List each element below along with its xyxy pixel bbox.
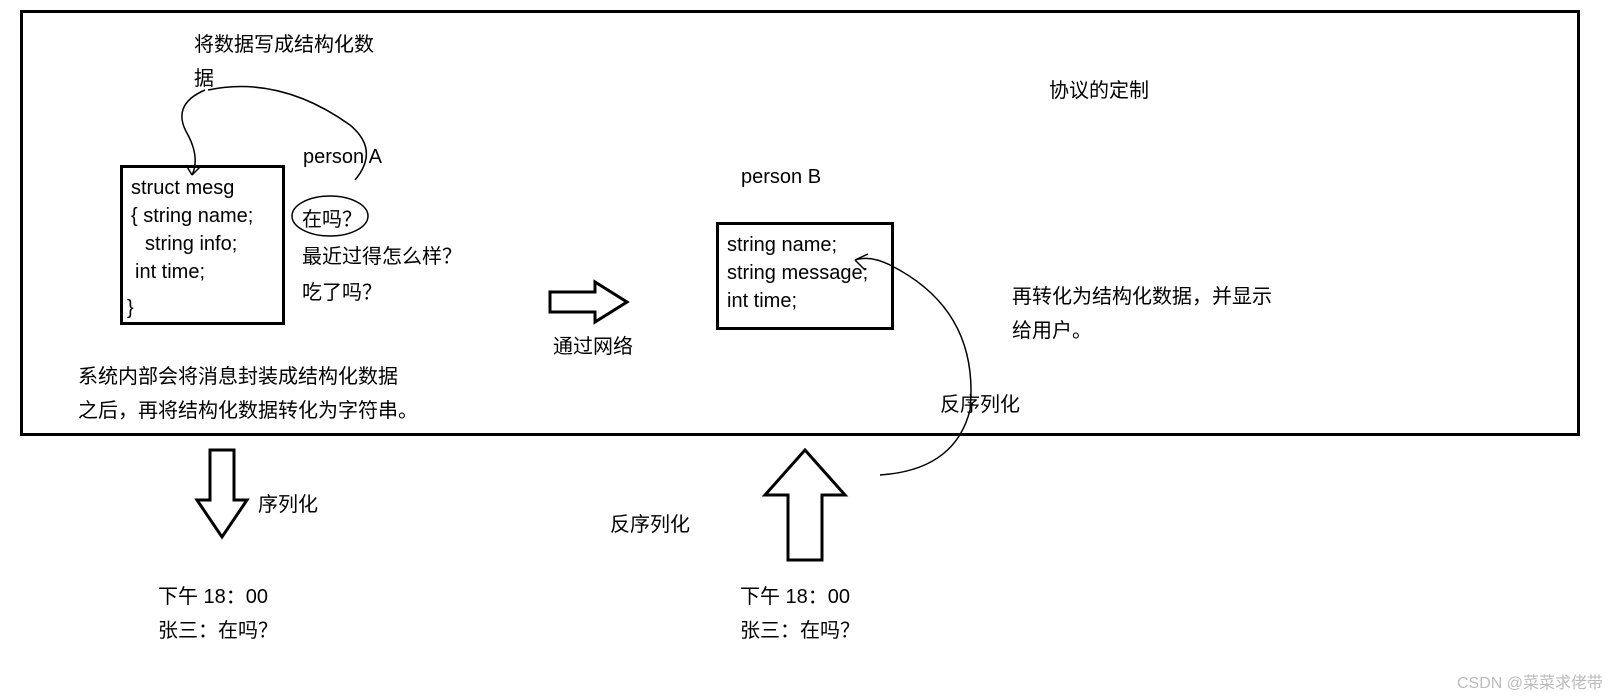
top-note-line1: 将数据写成结构化数 bbox=[194, 30, 374, 60]
output-b-msg: 张三：在吗？ bbox=[740, 616, 860, 646]
left-desc-line2: 之后，再将结构化数据转化为字符串。 bbox=[78, 396, 418, 426]
arrow-right-label: 通过网络 bbox=[553, 332, 633, 362]
deserial-bottom-label: 反序列化 bbox=[610, 510, 690, 540]
output-b-time: 下午 18：00 bbox=[740, 582, 850, 612]
arrow-down-icon bbox=[192, 445, 252, 543]
output-a-time: 下午 18：00 bbox=[158, 582, 268, 612]
struct-a-line2: string info; bbox=[131, 230, 274, 258]
chat-q3: 吃了吗？ bbox=[302, 278, 382, 308]
freehand-arrow-top bbox=[160, 80, 410, 180]
struct-a-line4: } bbox=[127, 294, 134, 322]
title-right: 协议的定制 bbox=[1049, 76, 1149, 106]
serialization-label: 序列化 bbox=[258, 490, 318, 520]
watermark-text: CSDN @菜菜求佬带 bbox=[1457, 669, 1603, 693]
struct-a-line1: { string name; bbox=[131, 202, 274, 230]
chat-q2: 最近过得怎么样？ bbox=[302, 242, 462, 272]
freehand-curve-right bbox=[840, 250, 1040, 480]
struct-a-line3: int time; bbox=[131, 258, 274, 286]
output-a-msg: 张三：在吗？ bbox=[158, 616, 278, 646]
arrow-up-icon bbox=[760, 445, 850, 565]
right-desc-line1: 再转化为结构化数据，并显示 bbox=[1012, 282, 1272, 312]
arrow-right-icon bbox=[545, 278, 633, 326]
person-b-label: person B bbox=[741, 162, 821, 192]
circle-around-q1 bbox=[288, 190, 388, 240]
struct-a-box: struct mesg { string name; string info; … bbox=[120, 165, 285, 325]
left-desc-line1: 系统内部会将消息封装成结构化数据 bbox=[78, 362, 398, 392]
